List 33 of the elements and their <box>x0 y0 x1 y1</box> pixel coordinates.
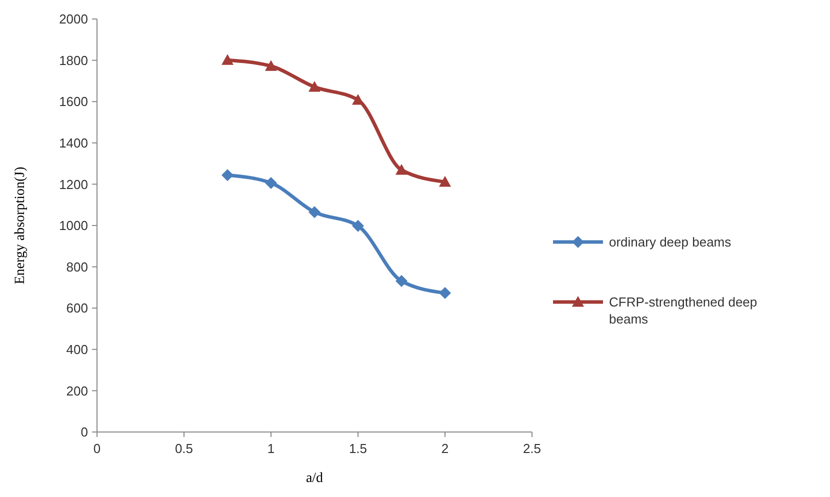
point <box>439 176 451 187</box>
point <box>439 287 451 300</box>
y-tick-label: 1200 <box>59 176 88 192</box>
point <box>308 80 320 92</box>
y-tick-label: 1600 <box>59 94 88 110</box>
y-tick-label: 600 <box>66 300 88 316</box>
point <box>396 275 408 288</box>
point <box>265 176 277 189</box>
point <box>265 60 277 71</box>
point <box>352 94 364 105</box>
point <box>222 169 234 182</box>
y-tick-label: 2000 <box>59 12 88 27</box>
x-tick-label: 0 <box>93 441 101 456</box>
point <box>352 220 364 232</box>
point <box>396 164 408 175</box>
y-tick-label: 800 <box>66 259 88 274</box>
y-tick-label: 1000 <box>59 218 88 234</box>
y-tick-label: 1400 <box>59 135 88 150</box>
x-tick-label: 0.5 <box>174 441 194 456</box>
legend-label: ordinary deep beams <box>609 234 732 250</box>
x-tick-label: 2.5 <box>522 441 542 456</box>
y-axis-title: Energy absorption(J) <box>13 166 28 284</box>
x-tick-label: 1.5 <box>348 441 368 456</box>
x-tick-label: 1 <box>267 441 275 456</box>
point <box>222 54 234 65</box>
legend-label: CFRP-strengthened deep beams <box>609 294 758 326</box>
y-tick-label: 0 <box>80 424 88 440</box>
y-tick-label: 400 <box>66 342 88 357</box>
y-tick-label: 1800 <box>59 52 88 68</box>
y-tick-label: 200 <box>66 383 88 398</box>
x-tick-label: 2 <box>441 441 449 456</box>
point <box>308 206 320 218</box>
x-axis-title: a/d <box>306 471 324 486</box>
